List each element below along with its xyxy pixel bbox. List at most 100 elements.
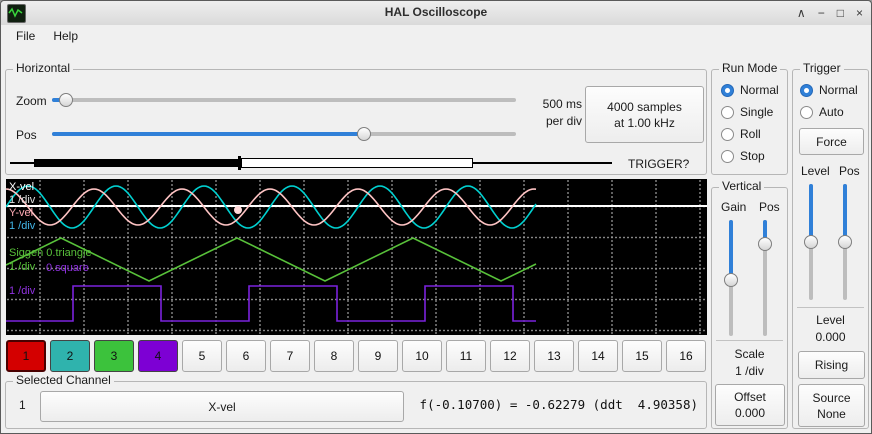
- trigger-edge-button[interactable]: Rising: [798, 351, 865, 379]
- trigger-source-button[interactable]: Source None: [798, 384, 865, 427]
- hpos-slider[interactable]: [52, 126, 516, 142]
- channel-button-14[interactable]: 14: [578, 340, 618, 372]
- radio-dot[interactable]: [800, 83, 813, 97]
- channel-button-5[interactable]: 5: [182, 340, 222, 372]
- hpos-slider-knob[interactable]: [357, 127, 371, 141]
- trigger-pos-knob[interactable]: [838, 235, 852, 249]
- radio-label: Stop: [740, 149, 765, 163]
- scope-label-7: 1 /div: [9, 285, 36, 297]
- channel-button-4[interactable]: 4: [138, 340, 178, 372]
- window-controls: ∧ − □ ×: [797, 1, 863, 25]
- trigger-level-value: 0.000: [815, 330, 846, 344]
- trigger-level-knob[interactable]: [804, 235, 818, 249]
- radio-dot[interactable]: [800, 105, 813, 119]
- trigger-level-caption: Level: [816, 313, 845, 327]
- channel-button-12[interactable]: 12: [490, 340, 530, 372]
- radio-auto[interactable]: Auto: [800, 101, 858, 123]
- horizontal-group-label: Horizontal: [13, 61, 74, 75]
- vpos-slider-label: Pos: [759, 200, 780, 214]
- radio-normal[interactable]: Normal: [800, 79, 858, 101]
- radio-stop[interactable]: Stop: [721, 145, 779, 167]
- channel-button-16[interactable]: 16: [666, 340, 706, 372]
- trigger-pos-slider[interactable]: [837, 184, 853, 300]
- gain-slider[interactable]: [723, 220, 739, 336]
- trigger-group-label: Trigger: [800, 61, 844, 75]
- radio-dot[interactable]: [721, 83, 734, 97]
- radio-label: Single: [740, 105, 774, 119]
- trigger-separator: [797, 307, 864, 308]
- channel-button-6[interactable]: 6: [226, 340, 266, 372]
- channel-button-1[interactable]: 1: [6, 340, 46, 372]
- run-mode-group: Run Mode Normal Single Roll Stop: [711, 61, 788, 175]
- channel-button-15[interactable]: 15: [622, 340, 662, 372]
- app-icon: [7, 4, 26, 23]
- scope-label-3: 1 /div: [9, 220, 36, 232]
- zoom-slider[interactable]: [52, 92, 516, 108]
- channel-button-13[interactable]: 13: [534, 340, 574, 372]
- run-mode-radios: Normal Single Roll Stop: [721, 79, 779, 167]
- trigger-marker: [234, 206, 242, 214]
- gain-slider-label: Gain: [721, 200, 747, 214]
- channel-button-7[interactable]: 7: [270, 340, 310, 372]
- scope-label-4: Siggen 0.triangle: [9, 247, 92, 259]
- scope-label-1: 1 /div: [9, 194, 36, 206]
- shade-button[interactable]: ∧: [796, 6, 806, 20]
- channel-name-button[interactable]: X-vel: [40, 391, 404, 422]
- trigger-source-value: None: [817, 406, 846, 421]
- channel-button-8[interactable]: 8: [314, 340, 354, 372]
- force-label: Force: [816, 134, 847, 149]
- menu-file[interactable]: File: [16, 28, 36, 43]
- scope-display[interactable]: X-vel 1 /div Y-vel 1 /div Siggen 0.triangle 1…: [6, 179, 707, 335]
- capture-bar-filled: [34, 159, 239, 167]
- trigger-edge-label: Rising: [814, 358, 849, 372]
- channel-button-9[interactable]: 9: [358, 340, 398, 372]
- radio-label: Roll: [740, 127, 761, 141]
- trace-siggen0-triangle: [6, 237, 537, 282]
- radio-dot[interactable]: [721, 149, 734, 163]
- offset-caption: Offset: [734, 390, 766, 404]
- channel-button-3[interactable]: 3: [94, 340, 134, 372]
- menu-bar: File Help: [1, 25, 871, 46]
- force-button[interactable]: Force: [799, 128, 864, 155]
- radio-single[interactable]: Single: [721, 101, 779, 123]
- radio-dot[interactable]: [721, 105, 734, 119]
- trigger-group: Trigger Normal Auto Force Level Pos Level…: [792, 61, 869, 429]
- close-button[interactable]: ×: [855, 6, 863, 20]
- trace-y-vel: [6, 188, 537, 226]
- radio-label: Auto: [819, 105, 844, 119]
- value-readout: f(-0.10700) = -0.62279 (ddt 4.90358): [419, 397, 698, 412]
- trigger-question-label: TRIGGER?: [628, 157, 690, 171]
- channel-button-2[interactable]: 2: [50, 340, 90, 372]
- timebase-per-div-2: per div: [545, 114, 582, 128]
- channel-button-11[interactable]: 11: [446, 340, 486, 372]
- window-title: HAL Oscilloscope: [384, 5, 488, 19]
- vpos-slider[interactable]: [757, 220, 773, 336]
- zoom-label: Zoom: [16, 94, 47, 108]
- scope-label-2: Y-vel: [9, 207, 34, 219]
- channel-button-10[interactable]: 10: [402, 340, 442, 372]
- offset-box[interactable]: Offset 0.000: [715, 384, 785, 426]
- title-bar[interactable]: HAL Oscilloscope ∧ − □ ×: [1, 1, 871, 26]
- radio-label: Normal: [819, 83, 858, 97]
- capture-position-bar[interactable]: [10, 156, 612, 170]
- scale-value: 1 /div: [735, 364, 764, 378]
- radio-dot[interactable]: [721, 127, 734, 141]
- samples-button[interactable]: 4000 samples at 1.00 kHz: [585, 86, 704, 143]
- zoom-slider-knob[interactable]: [59, 93, 73, 107]
- gain-slider-knob[interactable]: [724, 273, 738, 287]
- radio-roll[interactable]: Roll: [721, 123, 779, 145]
- radio-normal[interactable]: Normal: [721, 79, 779, 101]
- samples-line1: 4000 samples: [607, 99, 682, 114]
- capture-bar-trigger-tick: [238, 156, 241, 170]
- minimize-button[interactable]: −: [817, 6, 825, 20]
- trigger-level-slider[interactable]: [803, 184, 819, 300]
- channel-button-row: 1 2 3 4 5 6 7 8 9 10 11 12 13 14 15 16: [6, 340, 708, 372]
- scope-label-5: 1 /div: [9, 261, 36, 273]
- menu-help[interactable]: Help: [53, 28, 79, 43]
- vpos-slider-knob[interactable]: [758, 237, 772, 251]
- scope-label-6: 0.square: [46, 262, 89, 274]
- selected-channel-group: Selected Channel 1 X-vel f(-0.10700) = -…: [5, 373, 707, 429]
- maximize-button[interactable]: □: [836, 6, 844, 20]
- timebase-per-div: 500 ms: [542, 97, 582, 111]
